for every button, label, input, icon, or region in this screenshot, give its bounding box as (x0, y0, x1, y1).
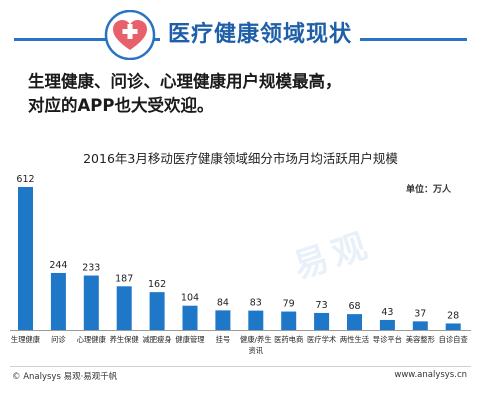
bar-14 (445, 323, 461, 330)
bar-3 (83, 275, 99, 330)
bar-7 (215, 310, 231, 330)
headline-line-1: 生理健康、问诊、心理健康用户规模最高， (28, 72, 342, 91)
bar-6 (182, 305, 198, 330)
data-label-14: 28 (447, 310, 459, 321)
x-tick-label-12: 导诊平台 (373, 335, 402, 344)
x-tick-label-6: 健康管理 (175, 335, 205, 344)
headline: 生理健康、问诊、心理健康用户规模最高， 对应的APP也大受欢迎。 (28, 70, 468, 118)
data-label-11: 68 (348, 301, 360, 312)
data-label-7: 84 (217, 297, 229, 308)
x-tick-label-5: 减肥瘦身 (143, 335, 172, 344)
bar-10 (314, 312, 330, 330)
footer-divider (10, 366, 471, 367)
page-header: 医疗健康领域现状 (0, 6, 481, 60)
bar-4 (116, 286, 132, 330)
data-label-6: 104 (181, 293, 199, 304)
data-label-12: 43 (381, 307, 393, 318)
bar-13 (412, 321, 428, 330)
bar-8 (248, 310, 264, 330)
bar-9 (281, 311, 297, 330)
bar-5 (149, 292, 165, 330)
data-label-2: 244 (49, 260, 67, 271)
data-label-13: 37 (414, 308, 426, 319)
x-tick-label-10: 医疗学术 (307, 335, 337, 344)
data-label-5: 162 (148, 279, 166, 290)
footer-copyright: © Analysys 易观·易观千帆 (12, 372, 118, 382)
page-title: 医疗健康领域现状 (160, 16, 361, 48)
x-tick-label-14: 自诊自查 (439, 335, 469, 344)
x-tick-label-3: 心理健康 (77, 335, 107, 344)
data-label-1: 612 (16, 174, 34, 185)
unit-label: 单位：万人 (405, 185, 451, 195)
data-label-9: 79 (283, 299, 295, 310)
bar-1 (18, 187, 33, 330)
data-label-10: 73 (316, 300, 328, 311)
x-tick-label-11: 两性生活 (340, 335, 369, 344)
x-tick-label-13: 美容整形 (406, 335, 436, 344)
bar-2 (50, 272, 66, 330)
bar-12 (379, 319, 395, 330)
bar-11 (347, 314, 362, 330)
headline-line-2: 对应的APP也大受欢迎。 (28, 96, 214, 115)
x-tick-label-4: 养生保健 (110, 335, 140, 344)
footer-website: www.analysys.cn (394, 370, 467, 380)
chart-title: 2016年3月移动医疗健康领域细分市场月均活跃用户规模 (83, 151, 398, 166)
x-tick-label-1: 生理健康 (11, 335, 41, 344)
heart-cross-icon (104, 10, 156, 60)
data-label-4: 187 (115, 273, 133, 284)
x-tick-label-8: 健康/养生资讯 (240, 335, 272, 355)
data-label-3: 233 (82, 263, 100, 274)
x-tick-label-2: 问诊 (51, 335, 66, 344)
x-tick-label-7: 挂号 (216, 335, 231, 344)
x-tick-label-9: 医药电商 (274, 335, 303, 344)
data-label-8: 83 (250, 298, 262, 309)
